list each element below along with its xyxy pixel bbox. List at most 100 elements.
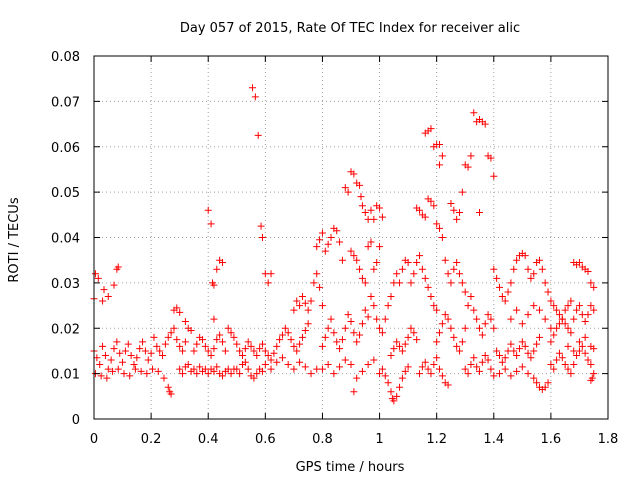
data-point [575,338,583,346]
data-point [561,320,569,328]
data-point [318,365,326,373]
data-point [233,365,241,373]
data-point [513,367,521,375]
data-point [219,258,226,266]
data-point [341,184,349,192]
data-point [450,333,458,341]
data-point [384,302,392,310]
data-point [436,365,444,373]
data-point [467,361,475,369]
data-point [264,351,272,359]
data-point [264,279,272,287]
data-point [99,297,107,305]
data-point [453,258,461,266]
data-point [121,347,129,355]
data-point [393,270,401,278]
data-point [196,363,204,371]
data-point [484,356,492,364]
data-point [513,256,521,264]
data-point [244,365,252,373]
data-point [578,342,586,350]
data-point [256,345,264,353]
data-point [258,234,266,241]
y-axis-label: ROTI / TECUs [7,197,22,282]
data-point [447,199,455,207]
x-tick-labels: 0 0.2 0.4 0.6 0.8 1 1.2 1.4 1.6 1.8 [90,432,618,447]
y-tick-label: 0.06 [51,141,80,156]
data-point [316,236,324,244]
data-point [373,315,381,323]
data-point [238,351,246,359]
data-point [258,367,266,375]
data-point [179,370,187,378]
data-point [396,279,404,287]
data-point [164,383,172,391]
data-point [204,370,212,378]
data-point [493,274,501,282]
data-point [251,93,259,101]
data-point [147,349,155,357]
data-point [558,315,566,323]
data-point [524,311,532,319]
data-point [173,336,181,344]
data-point [436,224,444,232]
y-tick-label: 0.07 [51,95,80,110]
data-point [384,379,392,387]
data-point [524,349,532,357]
data-point [481,320,489,328]
data-point [143,370,151,378]
data-point [136,345,144,353]
data-point [433,306,441,314]
data-point [338,336,346,344]
data-point [261,361,269,369]
data-point [564,342,572,350]
data-point [533,340,541,348]
data-point [553,324,561,332]
data-point [438,372,446,380]
data-point [213,336,221,344]
data-point [587,302,595,310]
data-point [464,302,472,310]
data-point [404,258,412,266]
data-point [461,324,469,332]
data-point [336,345,344,353]
data-point [564,365,572,373]
data-point [461,365,469,373]
data-point [204,206,212,214]
data-point [370,265,378,273]
data-point [270,349,278,357]
data-point [293,297,301,305]
data-point [424,283,432,291]
data-point [444,270,452,278]
data-point [347,361,355,369]
data-point [587,376,595,384]
data-point [438,152,446,160]
data-point [396,342,404,350]
data-point [507,315,515,323]
data-point [396,383,404,391]
data-point [567,370,575,378]
y-tick-label: 0.08 [51,50,80,65]
data-point [527,274,535,282]
data-point [413,258,421,266]
data-point [301,299,309,307]
data-point [261,347,269,355]
data-point [144,356,152,364]
data-point [436,140,444,148]
data-point [398,265,406,273]
data-point [544,379,552,387]
data-point [490,372,498,380]
data-point [530,270,538,278]
data-point [230,333,238,341]
data-point [213,265,221,273]
data-point [410,270,418,278]
data-point [527,354,535,362]
y-tick-label: 0 [72,413,80,428]
data-point [555,311,563,319]
data-point [410,329,418,337]
data-point [504,288,512,296]
data-point [590,370,598,378]
data-point [490,265,498,273]
data-point [181,317,189,325]
